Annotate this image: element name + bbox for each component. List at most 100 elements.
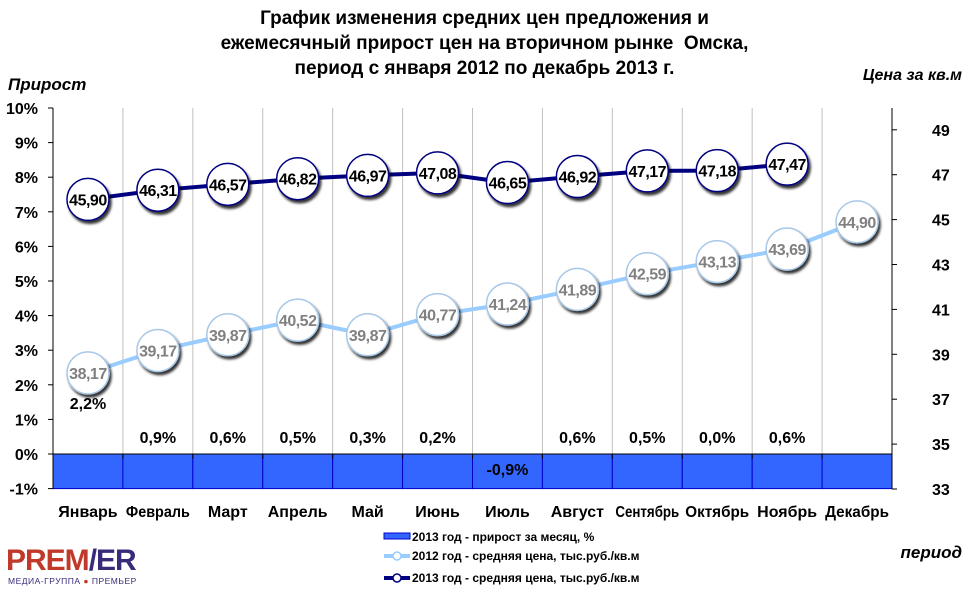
y-left-tick-label: 6% (15, 239, 38, 256)
x-tick-label: Октябрь (685, 504, 749, 521)
line-data-label: 43,69 (768, 242, 806, 259)
line-data-label: 46,65 (489, 176, 527, 193)
data-point-bubble (415, 151, 460, 195)
bar-data-label: 0,5% (629, 430, 665, 447)
y-right-tick-label: 33 (932, 482, 950, 499)
legend-marker (392, 551, 402, 561)
bar-data-label: 0,0% (699, 430, 735, 447)
x-tick-label: Апрель (268, 504, 328, 521)
bar (192, 453, 264, 490)
data-point-bubble (485, 160, 530, 205)
data-point-bubble (66, 177, 110, 222)
y-left-tick-label: 1% (15, 412, 38, 429)
y-right-tick-label: 45 (932, 213, 950, 230)
line-data-label: 39,17 (139, 343, 177, 360)
data-point-bubble (136, 168, 180, 212)
bar-data-label: -0,9% (487, 462, 529, 479)
line-data-label: 38,17 (69, 366, 107, 383)
line-data-label: 46,57 (209, 177, 247, 194)
bar-data-label: 0,9% (140, 430, 176, 447)
line-data-label: 43,13 (698, 255, 736, 272)
bar (262, 453, 334, 490)
title-line-2: ежемесячный прирост цен на вторичном рын… (220, 33, 749, 54)
data-point-bubble (625, 149, 670, 193)
x-tick-label: Июль (485, 504, 530, 521)
logo-wordmark: PREM/ER (6, 544, 137, 577)
y-left-tick-label: 4% (15, 309, 38, 326)
x-tick-label: Февраль (126, 504, 190, 521)
data-point-bubble (695, 148, 739, 193)
data-point-bubble (555, 154, 600, 199)
chart-title: График изменения средних цен предложения… (0, 6, 969, 81)
line-data-label: 41,89 (559, 282, 597, 299)
data-point-bubble (66, 351, 110, 395)
y-left-tick-label: 10% (6, 101, 38, 118)
data-point-bubble (765, 227, 809, 271)
bar (402, 453, 474, 490)
x-tick-label: Август (551, 504, 604, 521)
y-right-tick-label: 49 (932, 123, 950, 140)
bar (52, 453, 124, 490)
line-data-label: 39,87 (209, 328, 247, 345)
bar-data-label: 2,2% (70, 396, 106, 413)
line-data-label: 40,52 (279, 313, 317, 330)
data-point-bubble (415, 292, 460, 337)
y-left-label: Прирост (8, 75, 86, 94)
line-data-label: 41,24 (489, 297, 527, 314)
bar-data-label: 0,6% (559, 430, 595, 447)
title-line-1: График изменения средних цен предложения… (260, 8, 709, 29)
line-data-label: 39,87 (349, 328, 387, 345)
y-right-tick-label: 41 (932, 302, 950, 319)
bar (541, 453, 613, 490)
legend-swatch-bar (383, 532, 411, 540)
x-tick-label: Ноябрь (757, 504, 817, 521)
bar (611, 453, 683, 490)
data-point-bubble (625, 251, 670, 296)
x-tick-label: Июнь (415, 504, 460, 521)
line-data-label: 47,08 (419, 166, 457, 183)
bar-data-label: 0,6% (210, 430, 246, 447)
line-data-label: 44,90 (838, 215, 876, 232)
title-line-3: период с января 2012 по декабрь 2013 г. (294, 58, 675, 79)
y-left-tick-label: 3% (15, 343, 38, 360)
bar-data-label: 0,3% (349, 430, 385, 447)
y-left-tick-label: 9% (15, 136, 38, 153)
logo-subtitle: МЕДИА-ГРУППА ● ПРЕМЬЕР (8, 576, 137, 586)
line-data-label: 47,17 (629, 164, 667, 181)
data-point-bubble (345, 153, 390, 198)
y-right-tick-label: 37 (932, 392, 950, 409)
bar (122, 453, 194, 490)
data-point-bubble (555, 267, 600, 312)
data-point-bubble (835, 200, 879, 244)
data-point-bubble (206, 162, 250, 207)
y-right-tick-label: 47 (932, 168, 950, 185)
line-data-label: 42,59 (629, 267, 667, 284)
x-tick-label: Сентябрь (615, 504, 679, 521)
line-data-label: 47,18 (698, 164, 736, 181)
data-point-bubble (136, 328, 180, 373)
legend-label: 2013 год - средняя цена, тыс.руб./кв.м (412, 571, 640, 585)
legend-label: 2012 год - средняя цена, тыс.руб./кв.м (412, 549, 640, 563)
data-point-bubble (275, 156, 320, 201)
data-point-bubble (695, 239, 739, 284)
bar-data-label: 0,5% (279, 430, 315, 447)
y-left-tick-label: 7% (15, 205, 38, 222)
bar-data-label: 0,2% (419, 430, 455, 447)
line-data-label: 46,82 (279, 172, 317, 189)
y-left-tick-label: 0% (15, 447, 38, 464)
x-tick-label: Январь (58, 504, 117, 521)
legend: 2013 год - прирост за месяц, % 2012 год -… (383, 530, 640, 585)
premier-logo: PREM/ER МЕДИА-ГРУППА ● ПРЕМЬЕР (6, 544, 138, 586)
legend-label: 2013 год - прирост за месяц, % (412, 530, 595, 544)
x-axis-label: период (900, 543, 962, 562)
bar (332, 453, 404, 490)
bar (821, 453, 893, 490)
y-left-tick-label: -1% (10, 482, 38, 499)
x-tick-label: Декабрь (825, 504, 889, 521)
line-data-label: 40,77 (419, 308, 457, 325)
y-left-tick-label: 8% (15, 170, 38, 187)
data-point-bubble (765, 142, 809, 186)
data-point-bubble (275, 298, 320, 342)
